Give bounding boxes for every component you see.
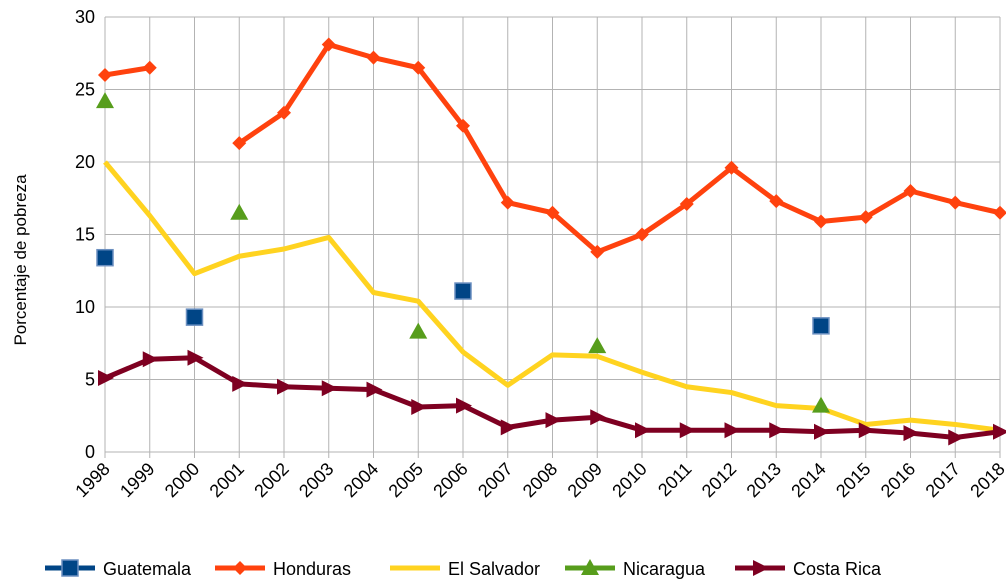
y-axis-label: Porcentaje de pobreza xyxy=(11,174,30,346)
y-tick-label: 15 xyxy=(75,225,95,245)
x-tick-label: 2007 xyxy=(474,459,516,501)
y-tick-label: 0 xyxy=(85,442,95,462)
marker xyxy=(366,381,383,398)
marker xyxy=(769,194,784,209)
x-tick-label: 2018 xyxy=(966,459,1006,501)
marker xyxy=(411,399,428,416)
marker xyxy=(142,351,159,368)
marker xyxy=(500,195,515,210)
marker xyxy=(96,92,114,109)
marker xyxy=(98,68,112,82)
y-tick-label: 5 xyxy=(85,370,95,390)
x-tick-label: 2005 xyxy=(385,459,427,501)
marker xyxy=(812,317,830,335)
marker xyxy=(321,37,336,52)
legend-label: Costa Rica xyxy=(793,559,882,579)
x-tick-label: 2012 xyxy=(698,459,740,501)
x-tick-label: 2001 xyxy=(206,459,248,501)
legend-label: Guatemala xyxy=(103,559,192,579)
x-tick-label: 2015 xyxy=(832,459,874,501)
marker xyxy=(635,227,649,242)
marker xyxy=(545,412,562,429)
marker xyxy=(993,205,1006,220)
marker xyxy=(993,423,1006,440)
marker xyxy=(187,349,204,366)
marker xyxy=(96,248,114,267)
marker xyxy=(903,184,918,198)
marker xyxy=(948,195,963,210)
legend-label: Nicaragua xyxy=(623,559,706,579)
marker xyxy=(588,337,607,354)
series-line xyxy=(103,160,1001,433)
y-tick-label: 25 xyxy=(75,80,95,100)
marker xyxy=(814,214,828,229)
x-tick-label: 2009 xyxy=(564,459,606,501)
marker xyxy=(456,118,470,133)
y-tick-label: 10 xyxy=(75,297,95,317)
legend-marker xyxy=(753,560,769,576)
marker xyxy=(724,422,741,439)
x-tick-label: 2010 xyxy=(608,459,650,501)
x-tick-label: 2008 xyxy=(519,459,561,501)
x-tick-label: 2016 xyxy=(877,459,919,501)
x-tick-label: 1999 xyxy=(116,459,158,501)
x-tick-label: 2002 xyxy=(250,459,292,501)
x-tick-label: 2014 xyxy=(787,459,829,501)
y-tick-label: 20 xyxy=(75,152,95,172)
marker xyxy=(858,210,873,225)
marker xyxy=(98,370,114,387)
marker xyxy=(454,282,472,300)
x-tick-label: 2017 xyxy=(922,459,964,501)
marker xyxy=(635,422,651,439)
legend-label: Honduras xyxy=(273,559,351,579)
marker xyxy=(277,105,291,120)
marker xyxy=(500,419,517,436)
series-line xyxy=(104,42,1001,255)
x-tick-label: 2003 xyxy=(295,459,337,501)
marker xyxy=(142,60,157,75)
legend-label: El Salvador xyxy=(448,559,540,579)
marker xyxy=(545,205,560,220)
marker xyxy=(411,60,426,75)
marker xyxy=(814,423,830,440)
y-tick-label: 30 xyxy=(75,7,95,27)
marker xyxy=(812,396,830,413)
marker xyxy=(679,197,694,212)
marker xyxy=(230,203,249,220)
marker xyxy=(232,136,247,151)
legend-marker xyxy=(233,561,247,575)
x-tick-label: 2006 xyxy=(429,459,471,501)
x-tick-label: 2011 xyxy=(654,459,696,501)
x-tick-label: 1998 xyxy=(71,459,113,501)
marker xyxy=(277,378,293,395)
marker xyxy=(232,375,249,392)
marker xyxy=(366,50,381,65)
x-tick-label: 2013 xyxy=(743,459,785,501)
marker xyxy=(679,422,696,439)
marker xyxy=(724,160,739,175)
x-tick-label: 2000 xyxy=(161,459,203,501)
x-tick-label: 2004 xyxy=(340,459,382,501)
legend-marker xyxy=(61,559,79,577)
marker xyxy=(903,425,920,442)
marker xyxy=(948,429,965,446)
marker xyxy=(769,422,786,439)
marker xyxy=(409,322,428,339)
marker xyxy=(456,397,472,414)
marker xyxy=(185,308,204,326)
marker xyxy=(590,244,605,259)
marker xyxy=(858,422,875,439)
marker xyxy=(590,409,607,426)
legend-marker xyxy=(581,559,599,575)
marker xyxy=(321,380,338,397)
